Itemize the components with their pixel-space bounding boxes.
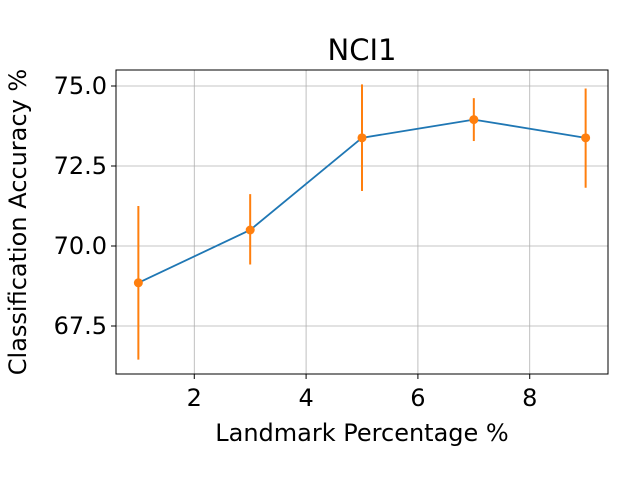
x-tick-label: 4 [298, 384, 313, 412]
data-point [469, 115, 479, 125]
x-tick-label: 8 [522, 384, 537, 412]
y-axis-title: Classification Accuracy % [4, 69, 32, 375]
y-tick-label: 72.5 [54, 152, 107, 180]
x-tick-label: 2 [187, 384, 202, 412]
grid [116, 70, 608, 374]
data-point [357, 133, 367, 143]
data-point [581, 133, 591, 143]
y-tick-label: 75.0 [54, 72, 107, 100]
data-point [245, 225, 255, 235]
series-layer [133, 84, 591, 360]
x-axis-title: Landmark Percentage % [215, 419, 508, 447]
y-tick-label: 70.0 [54, 232, 107, 260]
plot-frame [115, 69, 609, 375]
y-tick-label: 67.5 [54, 312, 107, 340]
x-tick-label: 6 [410, 384, 425, 412]
chart-title: NCI1 [328, 33, 397, 67]
ticks: 2 4 6 8 67.5 70.0 72.5 75.0 [54, 72, 538, 412]
data-point [133, 278, 143, 288]
